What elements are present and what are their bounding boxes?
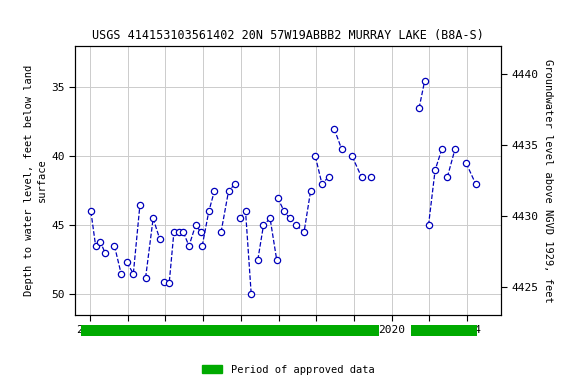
Legend: Period of approved data: Period of approved data (198, 361, 378, 379)
Y-axis label: Groundwater level above NGVD 1929, feet: Groundwater level above NGVD 1929, feet (543, 59, 553, 302)
Title: USGS 414153103561402 20N 57W19ABBB2 MURRAY LAKE (B8A-S): USGS 414153103561402 20N 57W19ABBB2 MURR… (92, 29, 484, 42)
Y-axis label: Depth to water level, feet below land
surface: Depth to water level, feet below land su… (24, 65, 47, 296)
